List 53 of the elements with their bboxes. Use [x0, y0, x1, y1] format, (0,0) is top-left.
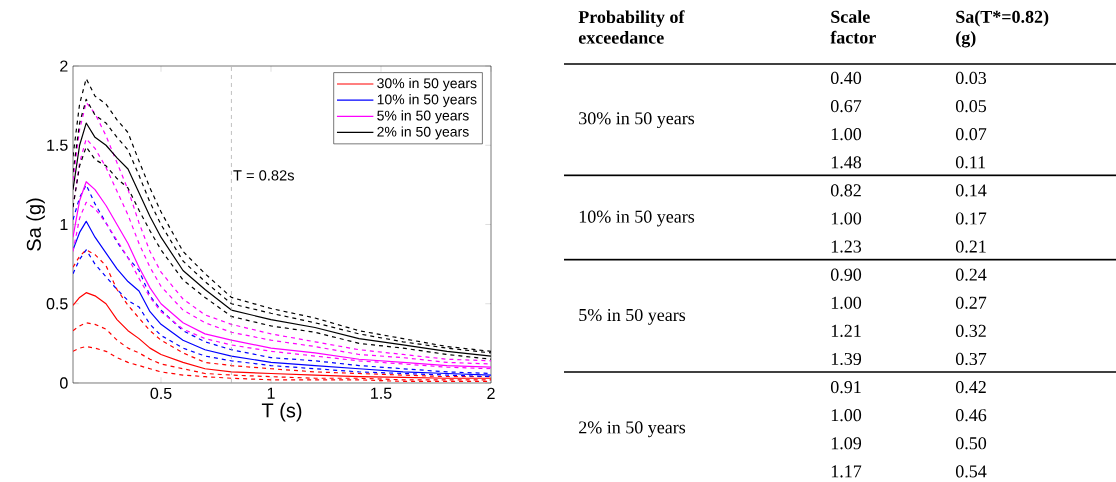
text: 1.23 [831, 240, 862, 253]
text: 0.67 [830, 99, 862, 113]
y-tick-label: 1.5 [47, 139, 68, 151]
text: 5% in 50 years [579, 308, 686, 325]
text: 1.00 [831, 296, 862, 309]
text: 30% in 50 years [579, 112, 695, 129]
text: 0.14 [955, 184, 987, 197]
ref-line-label: T = 0.82s [233, 170, 295, 181]
text: 1.00 [831, 212, 862, 225]
text: 0.21 [955, 240, 986, 253]
text: 0.05 [955, 99, 987, 113]
legend-label: 30% in 50 years [377, 77, 477, 91]
text: Scale factor [830, 10, 876, 44]
x-tick-label: 1 [267, 387, 275, 399]
text: 0.54 [955, 465, 987, 478]
legend-label: 2% in 50 years [377, 126, 469, 140]
text: 0.11 [955, 156, 986, 169]
x-axis-title: T (s) [261, 402, 302, 422]
text: 2% in 50 years [579, 421, 686, 438]
legend-label: 5% in 50 years [377, 110, 469, 124]
x-tick-label: 1.5 [371, 387, 392, 399]
text: 1.21 [831, 324, 861, 337]
text: Sa(T*=0.82) (g) [956, 10, 1049, 48]
y-axis-title: Sa (g) [26, 198, 45, 251]
legend-label: 10% in 50 years [377, 94, 477, 108]
text: 0.37 [955, 352, 987, 366]
text: 10% in 50 years [579, 210, 695, 227]
text: 0.27 [955, 296, 987, 309]
text: 0.24 [955, 268, 987, 281]
text: 1.00 [831, 409, 862, 422]
text: Probability of exceedance [578, 10, 685, 44]
text: 0.03 [955, 71, 987, 85]
text: 0.17 [955, 212, 987, 225]
text: 0.50 [955, 437, 987, 450]
text: 0.40 [830, 71, 862, 85]
text: 0.90 [830, 268, 862, 281]
text: 1.48 [831, 156, 862, 169]
y-tick-label: 0.5 [46, 298, 68, 310]
x-tick-label: 0.5 [150, 387, 172, 400]
text: 0.32 [955, 324, 986, 338]
text: 1.39 [831, 352, 862, 366]
text: 1.17 [831, 465, 862, 478]
text: 0.46 [955, 409, 987, 422]
text: 0.42 [955, 380, 986, 394]
text: 0.82 [830, 184, 861, 197]
x-tick-label: 2 [487, 387, 495, 399]
text: 0.91 [830, 380, 861, 394]
text: 1.00 [831, 128, 862, 141]
y-tick-label: 1 [60, 219, 68, 230]
text: 1.09 [831, 437, 862, 450]
y-tick-label: 2 [60, 60, 68, 72]
y-tick-label: 0 [60, 377, 68, 389]
text: 0.07 [955, 128, 987, 141]
